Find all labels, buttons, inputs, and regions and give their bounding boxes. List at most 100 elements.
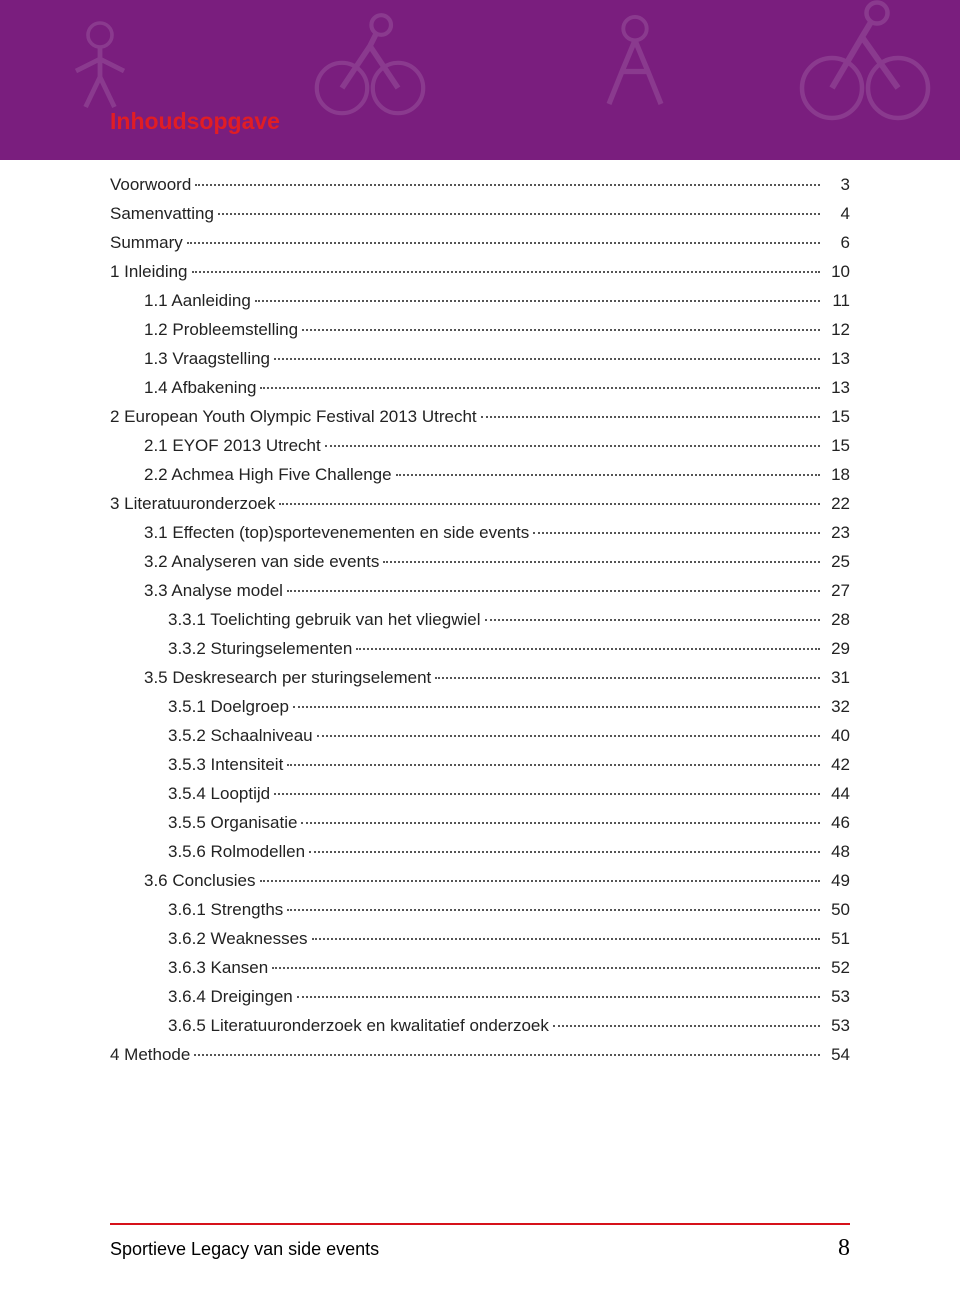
toc-leader-dots [255,288,820,302]
toc-entry-page: 22 [824,495,850,512]
toc-entry-label: 3.5.6 Rolmodellen [168,843,305,860]
toc-entry-page: 13 [824,379,850,396]
toc-entry-label: 3.5.5 Organisatie [168,814,297,831]
toc-entry: 3 Literatuuronderzoek 22 [110,495,850,512]
toc-entry-label: 3 Literatuuronderzoek [110,495,275,512]
toc-entry: 3.5.6 Rolmodellen 48 [110,843,850,860]
toc-entry: 3.5.3 Intensiteit42 [110,756,850,773]
toc-entry-label: 1.3 Vraagstelling [144,350,270,367]
toc-leader-dots [356,636,820,650]
toc-entry: 2.2 Achmea High Five Challenge18 [110,466,850,483]
toc-entry: 1.1 Aanleiding 11 [110,292,850,309]
toc-entry-page: 15 [824,408,850,425]
toc-entry: 3.2 Analyseren van side events25 [110,553,850,570]
toc-entry-page: 46 [824,814,850,831]
toc-entry-label: 3.6.5 Literatuuronderzoek en kwalitatief… [168,1017,549,1034]
toc-entry-label: 3.3.1 Toelichting gebruik van het vliegw… [168,611,481,628]
toc-entry-page: 52 [824,959,850,976]
toc-entry-page: 11 [824,292,850,309]
toc-entry: 3.1 Effecten (top)sportevenementen en si… [110,524,850,541]
toc-entry-label: 1.2 Probleemstelling [144,321,298,338]
toc-entry-page: 3 [824,176,850,193]
toc-leader-dots [287,752,820,766]
toc-entry: 3.6 Conclusies49 [110,872,850,889]
toc-leader-dots [317,723,820,737]
toc-entry-page: 49 [824,872,850,889]
toc-entry-page: 48 [824,843,850,860]
toc-leader-dots [187,230,820,244]
toc-entry-page: 40 [824,727,850,744]
toc-entry: Summary 6 [110,234,850,251]
toc-entry-page: 44 [824,785,850,802]
toc-leader-dots [192,259,820,273]
toc-content: Voorwoord 3Samenvatting 4Summary 61 Inle… [0,176,960,1063]
toc-leader-dots [272,955,820,969]
header-band: Inhoudsopgave [0,0,960,160]
toc-entry-page: 18 [824,466,850,483]
toc-entry-label: 3.6.2 Weaknesses [168,930,308,947]
toc-leader-dots [485,607,821,621]
toc-leader-dots [293,694,820,708]
toc-entry: 3.5.5 Organisatie 46 [110,814,850,831]
toc-leader-dots [309,839,820,853]
toc-entry: 4 Methode 54 [110,1046,850,1063]
toc-leader-dots [274,346,820,360]
toc-entry-page: 12 [824,321,850,338]
toc-entry-label: 3.5 Deskresearch per sturingselement [144,669,431,686]
toc-entry: 1.2 Probleemstelling 12 [110,321,850,338]
toc-entry: Voorwoord 3 [110,176,850,193]
page-title: Inhoudsopgave [110,108,280,135]
toc-entry: 2 European Youth Olympic Festival 2013 U… [110,408,850,425]
toc-entry-label: 3.2 Analyseren van side events [144,553,379,570]
toc-entry-page: 28 [824,611,850,628]
toc-entry-label: 3.6.3 Kansen [168,959,268,976]
toc-leader-dots [533,520,820,534]
toc-entry-label: 1 Inleiding [110,263,188,280]
header-sport-icons [0,0,960,160]
toc-entry-label: 3.5.1 Doelgroep [168,698,289,715]
toc-leader-dots [260,375,820,389]
toc-leader-dots [260,868,820,882]
toc-entry: 3.6.2 Weaknesses 51 [110,930,850,947]
toc-entry: 3.5 Deskresearch per sturingselement31 [110,669,850,686]
toc-entry-page: 29 [824,640,850,657]
toc-entry-label: Summary [110,234,183,251]
toc-entry: 3.6.1 Strengths50 [110,901,850,918]
footer-text: Sportieve Legacy van side events [110,1239,379,1260]
toc-entry: 2.1 EYOF 2013 Utrecht15 [110,437,850,454]
toc-entry: 3.5.2 Schaalniveau40 [110,727,850,744]
toc-entry: 1.4 Afbakening13 [110,379,850,396]
toc-entry-label: Voorwoord [110,176,191,193]
toc-entry: 3.3.2 Sturingselementen 29 [110,640,850,657]
toc-entry-page: 51 [824,930,850,947]
toc-entry-page: 32 [824,698,850,715]
toc-entry-label: 4 Methode [110,1046,190,1063]
toc-leader-dots [481,404,820,418]
toc-entry-page: 53 [824,988,850,1005]
page-footer: Sportieve Legacy van side events 8 [110,1223,850,1262]
toc-leader-dots [195,172,820,186]
toc-entry: 1 Inleiding 10 [110,263,850,280]
page-number: 8 [838,1235,850,1262]
toc-leader-dots [218,201,820,215]
toc-entry-label: 2 European Youth Olympic Festival 2013 U… [110,408,477,425]
toc-entry-page: 23 [824,524,850,541]
toc-entry-label: 2.1 EYOF 2013 Utrecht [144,437,321,454]
toc-leader-dots [396,462,820,476]
toc-entry-label: 1.1 Aanleiding [144,292,251,309]
toc-leader-dots [553,1013,820,1027]
toc-entry-label: 3.5.4 Looptijd [168,785,270,802]
toc-entry-label: 3.6.1 Strengths [168,901,283,918]
toc-entry-page: 54 [824,1046,850,1063]
toc-leader-dots [383,549,820,563]
toc-leader-dots [287,897,820,911]
toc-entry: 3.5.4 Looptijd 44 [110,785,850,802]
toc-entry-label: 3.3.2 Sturingselementen [168,640,352,657]
toc-entry-label: 3.5.3 Intensiteit [168,756,283,773]
toc-entry: 3.3.1 Toelichting gebruik van het vliegw… [110,611,850,628]
toc-entry: 3.5.1 Doelgroep 32 [110,698,850,715]
toc-entry-page: 10 [824,263,850,280]
toc-leader-dots [312,926,820,940]
toc-leader-dots [279,491,820,505]
toc-leader-dots [194,1042,820,1056]
